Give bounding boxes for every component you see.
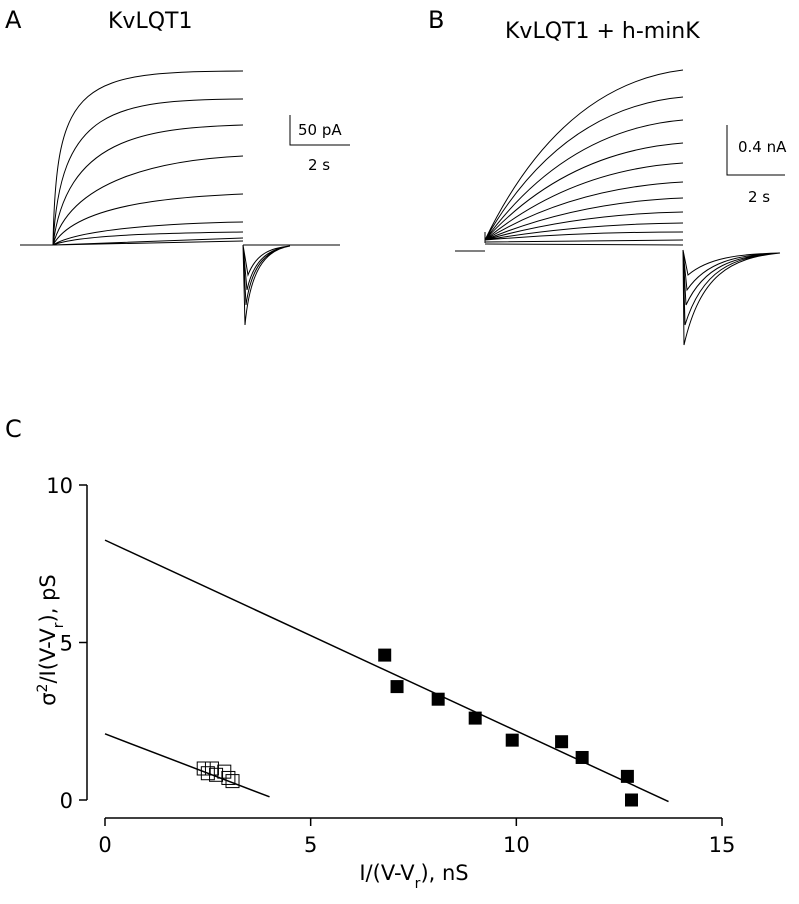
data-point xyxy=(225,774,240,789)
scale-bar xyxy=(289,115,350,146)
current-traces xyxy=(484,69,684,246)
label-part: r xyxy=(415,876,421,892)
label-part: I/(V-V xyxy=(359,861,415,885)
y-axis-label: σ2/I(V-Vr), pS xyxy=(35,574,67,706)
traces-a: 50 pA 2 s xyxy=(20,70,350,326)
panel-label: A xyxy=(5,6,22,34)
scale-label: 0.4 nA xyxy=(738,138,787,156)
label-part: ), pS xyxy=(36,574,60,622)
tail-currents xyxy=(682,249,781,346)
scale-label: 50 pA xyxy=(298,121,342,139)
x-tick-label: 10 xyxy=(503,833,530,857)
y-tick-label: 5 xyxy=(60,632,73,656)
tail-currents xyxy=(242,244,291,326)
panel-label: C xyxy=(5,415,22,443)
panel-title: KvLQT1 xyxy=(108,9,192,34)
panel-title: KvLQT1 + h-minK xyxy=(505,19,700,44)
data-point xyxy=(209,767,224,782)
y-tick-label: 10 xyxy=(46,474,73,498)
x-axis-label: I/(V-Vr), nS xyxy=(359,861,468,892)
data-point xyxy=(625,793,639,807)
scale-label: 2 s xyxy=(748,188,770,206)
data-point xyxy=(468,711,482,725)
label-part: 2 xyxy=(35,684,51,693)
fit-line xyxy=(104,539,669,803)
scale-bar xyxy=(726,125,785,176)
data-point xyxy=(200,766,215,781)
y-tick-label: 0 xyxy=(60,789,73,813)
data-point xyxy=(378,648,392,662)
panel-label: B xyxy=(428,6,444,34)
x-tick-label: 5 xyxy=(304,833,317,857)
baseline xyxy=(455,232,486,252)
label-part: ), nS xyxy=(420,861,468,885)
fit-line xyxy=(104,733,270,798)
current-traces xyxy=(52,70,244,246)
data-point xyxy=(620,769,634,783)
label-part: r xyxy=(51,622,67,628)
x-tick-label: 0 xyxy=(98,833,111,857)
label-part: σ xyxy=(36,692,60,705)
label-part: /I(V-V xyxy=(36,628,60,684)
data-point xyxy=(555,735,569,749)
data-point xyxy=(390,680,404,694)
data-point xyxy=(505,733,519,747)
x-tick-label: 15 xyxy=(709,833,736,857)
traces-b: 0.4 nA 2 s xyxy=(455,69,787,346)
scale-label: 2 s xyxy=(308,156,330,174)
